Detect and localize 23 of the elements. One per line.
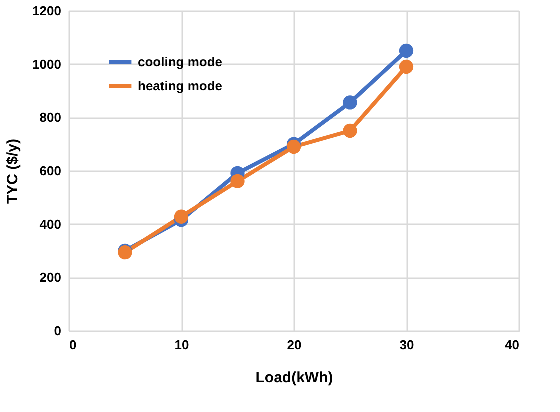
x-tick-label: 30: [400, 338, 414, 352]
y-tick-label: 200: [40, 270, 62, 286]
y-tick-label: 400: [40, 216, 62, 232]
y-tick-label: 0: [54, 324, 62, 338]
point: [343, 124, 358, 138]
point: [286, 140, 302, 154]
x-tick-label: 20: [287, 338, 302, 352]
point: [399, 60, 414, 74]
x-tick-label: 40: [505, 338, 520, 352]
point: [174, 210, 189, 224]
y-tick-label: 1000: [32, 56, 62, 72]
y-tick-label: 1200: [32, 4, 62, 18]
y-tick-label: 800: [40, 110, 62, 126]
y-tick-label: 600: [40, 164, 62, 178]
x-axis-title: Load(kWh): [256, 370, 334, 386]
x-tick-label: 0: [70, 338, 77, 352]
point: [399, 44, 414, 58]
x-tick-label: 10: [174, 338, 190, 352]
point: [343, 96, 358, 110]
legend-label: cooling mode: [138, 54, 222, 70]
legend-label: heating mode: [138, 78, 223, 94]
point: [230, 174, 245, 188]
y-axis-title: TYC ($/y): [4, 138, 22, 204]
